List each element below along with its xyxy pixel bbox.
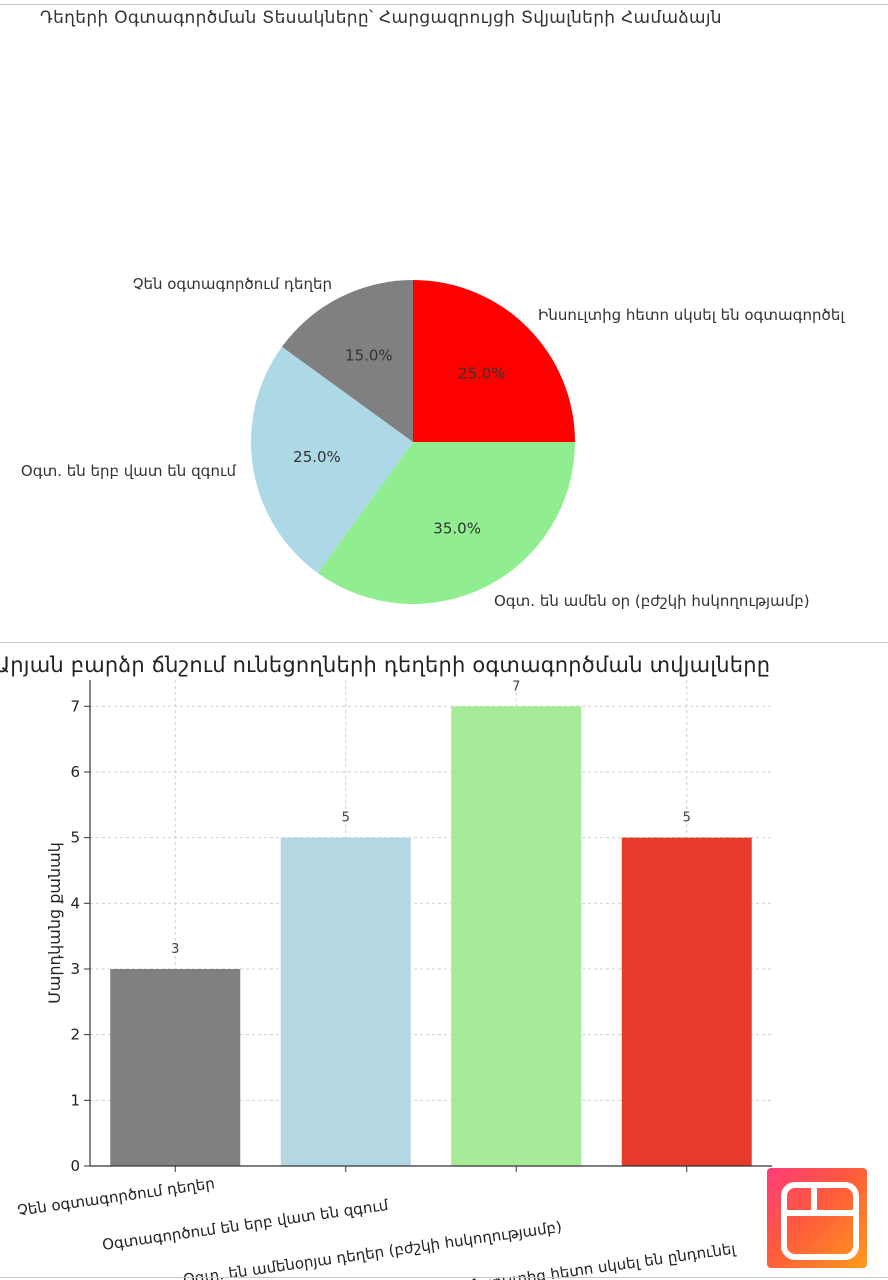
pie-slice (317, 442, 575, 604)
pie-slice-label: Օգտ. են երբ վատ են զգում (21, 462, 237, 480)
pie-slice-label: Չեն օգտագործում դեղեր (133, 275, 332, 293)
pie-slice (281, 280, 413, 442)
bar (280, 837, 411, 1166)
y-tick-label: 7 (70, 697, 80, 715)
x-tick-label: Ինսուլտից հետո սկսել են ընդունել (462, 1239, 737, 1280)
pie-chart-title: Դեղերի Օգտագործման Տեսակները՝ Հարցազրույ… (40, 8, 722, 28)
x-tick-label: Օգտագործում են երբ վատ են զգում (101, 1196, 390, 1254)
app-logo-frame (781, 1182, 859, 1260)
bar-chart: 0 1 2 3 4 5 6 7 3 Չեն օգտագործում դեղեր 5 Օգտագործո… (16, 679, 772, 1280)
bar-value-label: 5 (342, 811, 350, 826)
y-tick-label: 6 (70, 763, 80, 781)
x-tick-label: Չեն օգտագործում դեղեր (16, 1174, 216, 1220)
y-tick-label: 3 (70, 960, 80, 978)
app-logo-badge (767, 1168, 867, 1268)
bar-value-label: 7 (512, 679, 520, 694)
app-logo-bar (781, 1210, 859, 1216)
pie-slice (250, 346, 413, 574)
bar-chart-title: Արյան բարձր ճնշում ունեցողների դեղերի օգ… (0, 653, 771, 677)
y-tick-label: 1 (70, 1091, 80, 1109)
pie-slice-percent: 25.0% (458, 364, 506, 382)
y-axis-label: Մարդկանց քանակ (45, 842, 64, 1004)
pie-chart: 25.0% Ինսուլտից հետո սկսել են օգտագործել 3… (21, 275, 845, 610)
bottom-divider (0, 1277, 888, 1278)
pie-slice-label: Օգտ. են ամեն օր (բժշկի հսկողությամբ) (494, 592, 810, 610)
bar-value-label: 3 (171, 942, 179, 957)
y-tick-label: 4 (70, 894, 80, 912)
bar-value-label: 5 (683, 811, 691, 826)
bar (451, 706, 582, 1166)
pie-slice-percent: 15.0% (345, 346, 393, 364)
bar (110, 968, 241, 1166)
y-tick-label: 0 (70, 1157, 80, 1175)
y-tick-label: 5 (70, 829, 80, 847)
pie-slice-label: Ինսուլտից հետո սկսել են օգտագործել (538, 306, 845, 324)
middle-divider (0, 642, 888, 643)
y-tick-label: 2 (70, 1026, 80, 1044)
app-logo-divider (811, 1188, 817, 1216)
pie-slice-percent: 25.0% (293, 448, 341, 466)
top-divider (0, 4, 888, 5)
bar (621, 837, 752, 1166)
pie-slice (413, 280, 575, 442)
pie-slice-percent: 35.0% (433, 520, 481, 538)
